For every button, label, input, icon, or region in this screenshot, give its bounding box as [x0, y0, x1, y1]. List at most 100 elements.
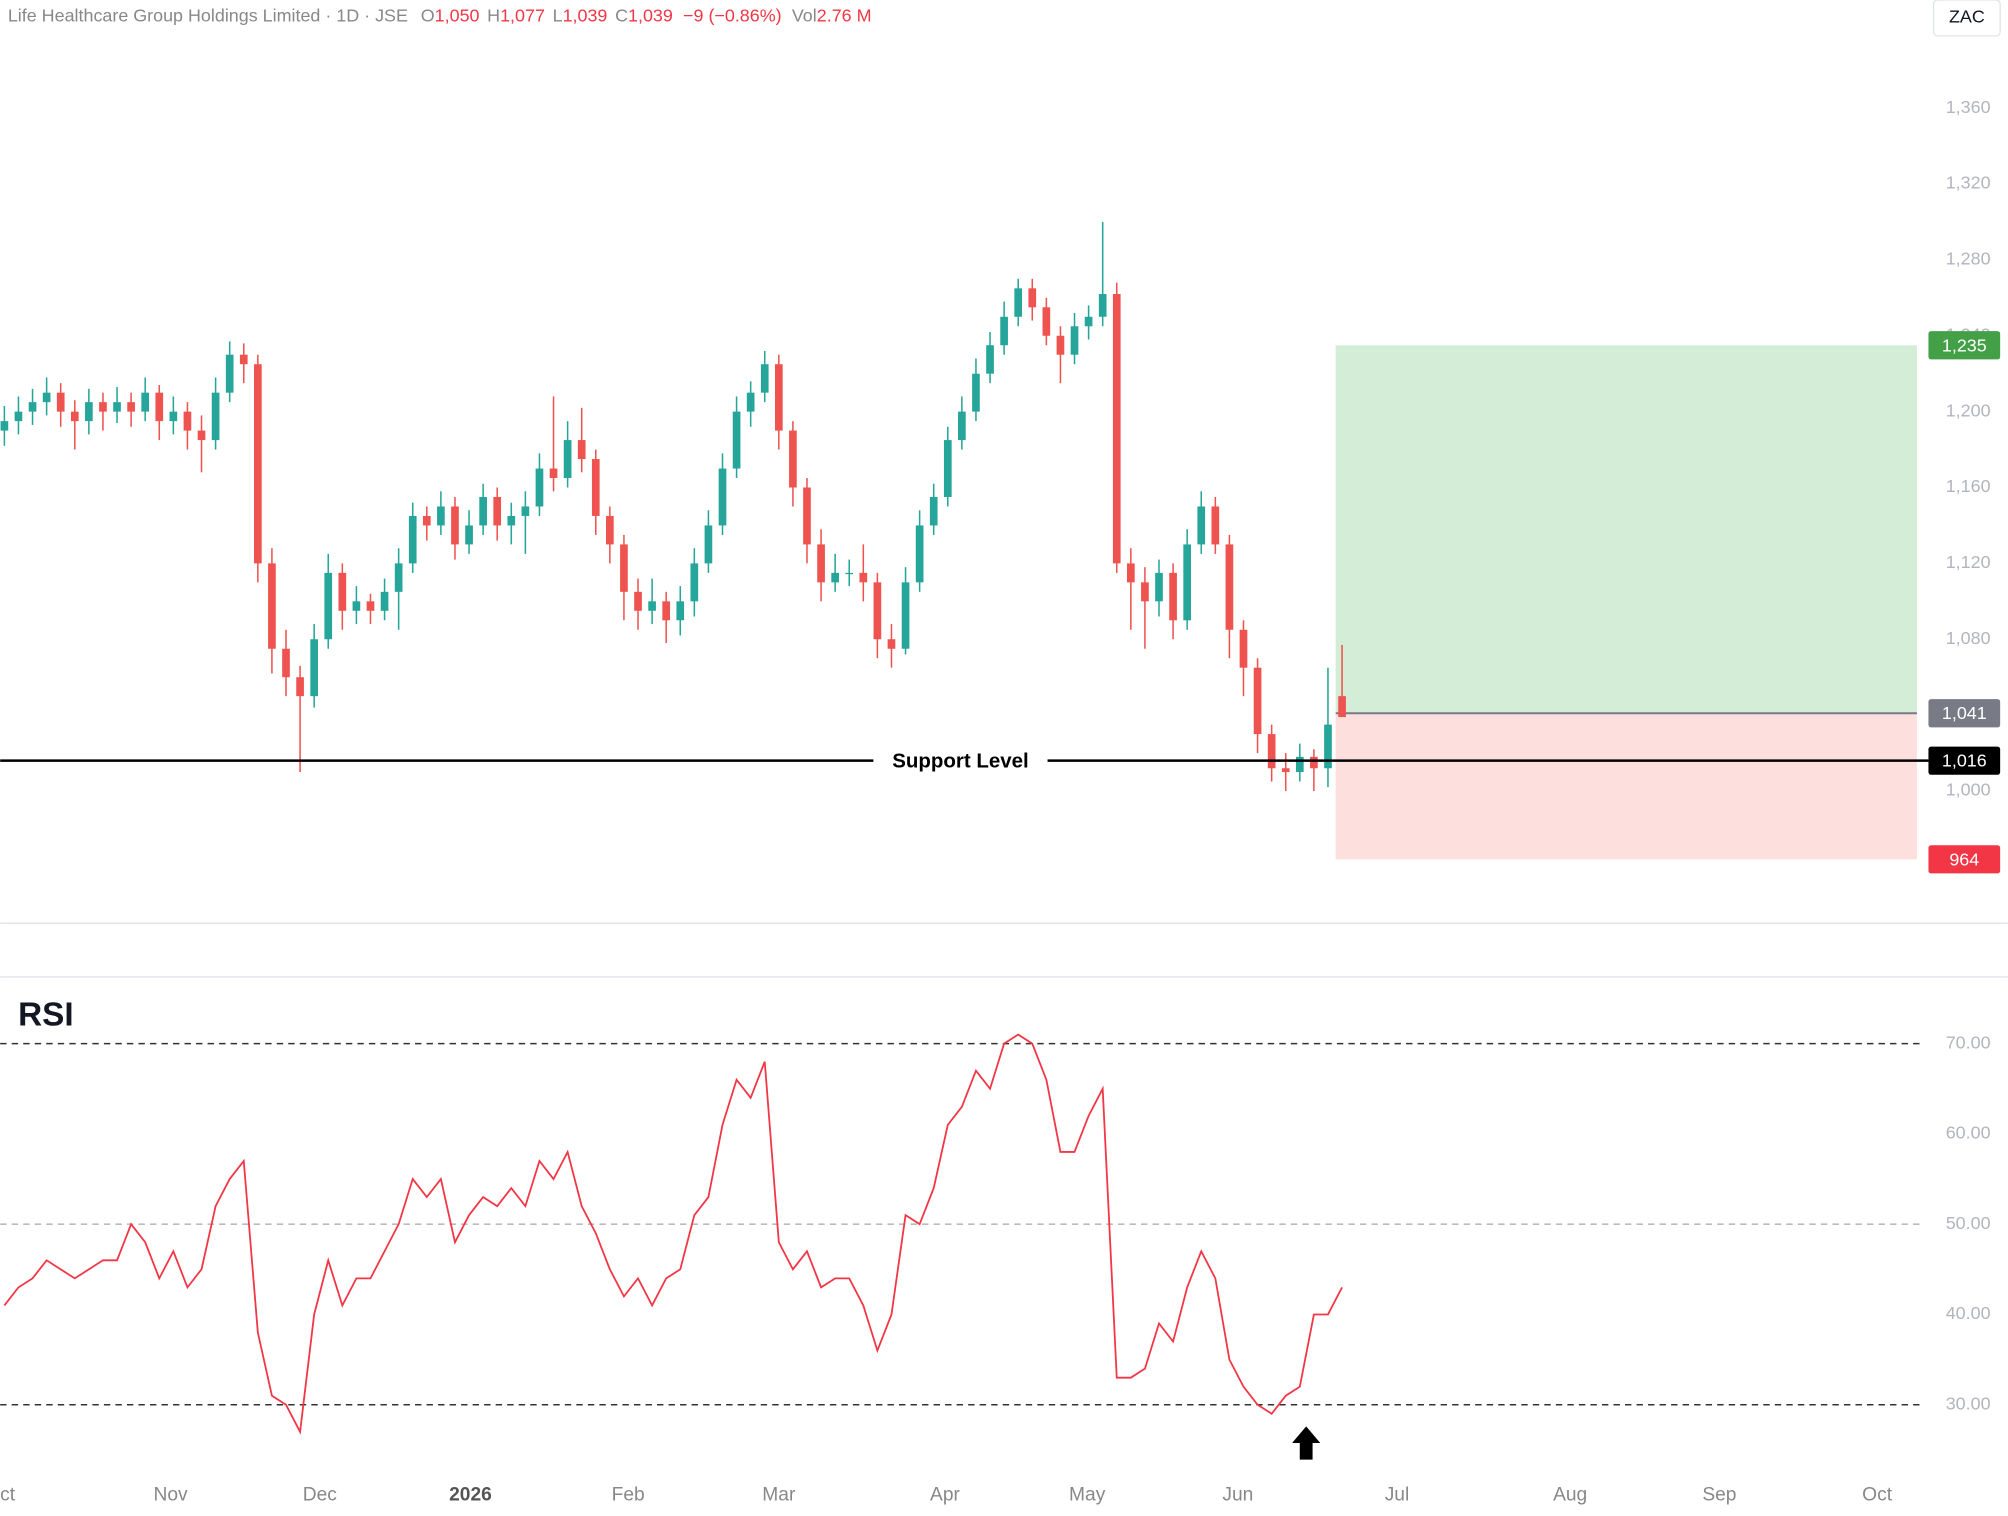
candle-body — [873, 582, 882, 640]
candle-body — [1295, 756, 1304, 773]
candle-body — [99, 402, 107, 412]
candle-body — [183, 411, 192, 431]
y-tick-label: 30.00 — [1946, 1393, 1991, 1413]
ohlc-key: L — [553, 5, 563, 25]
candle-body — [1281, 768, 1290, 773]
candle-body — [958, 411, 966, 441]
price-tag — [1928, 845, 2001, 874]
candle-body — [465, 525, 473, 545]
ohlc-value: 1,039 — [628, 5, 673, 25]
candle-body — [606, 515, 614, 545]
candle-body — [56, 392, 65, 412]
candle-body — [1042, 307, 1051, 336]
x-tick-label: Jul — [1385, 1485, 1410, 1506]
candle-body — [394, 563, 403, 592]
candle-body — [760, 364, 769, 393]
candle-body — [620, 544, 628, 592]
candle-body — [1267, 734, 1276, 769]
candle-body — [1127, 563, 1135, 583]
candle-body — [972, 373, 980, 412]
stop-zone — [1335, 713, 1917, 860]
candle-body — [1028, 288, 1037, 308]
candle-body — [211, 392, 220, 441]
candle-body — [1211, 506, 1220, 545]
x-tick-label: Sep — [1702, 1485, 1736, 1506]
price-tag-label: 1,235 — [1942, 335, 1987, 355]
candle-body — [1070, 326, 1079, 355]
candle-body — [0, 421, 9, 431]
candle-body — [1000, 316, 1008, 346]
price-pane: 1,0001,0401,0801,1201,1601,2001,2401,280… — [0, 97, 2001, 874]
ohlc-value: 1,077 — [500, 5, 545, 25]
candle-body — [408, 515, 417, 564]
x-tick-label: Oct — [0, 1485, 16, 1506]
candle-body — [662, 601, 671, 621]
ohlc-value: 1,039 — [563, 5, 608, 25]
candle-body — [577, 440, 586, 460]
candle-body — [253, 364, 262, 564]
x-tick-label: Mar — [762, 1485, 796, 1506]
candle-body — [310, 639, 319, 697]
candle-body — [704, 525, 713, 564]
support-label-bg — [873, 745, 1048, 777]
candle-body — [1014, 288, 1023, 317]
candle-body — [42, 392, 51, 403]
candle-body — [634, 591, 642, 611]
price-tag-label: 1,016 — [1942, 751, 1987, 771]
candle-body — [535, 468, 544, 507]
candle-body — [845, 572, 854, 575]
candle-body — [591, 459, 600, 516]
y-tick-label: 1,000 — [1946, 780, 1991, 800]
price-tag — [1928, 331, 2001, 360]
y-tick-label: 1,160 — [1946, 476, 1991, 496]
x-tick-label: Nov — [153, 1485, 188, 1506]
candle-body — [789, 430, 797, 488]
candle-body — [268, 563, 276, 649]
currency: ZAC — [1949, 7, 1985, 27]
candle-body — [493, 496, 502, 526]
x-tick-label: Feb — [612, 1485, 645, 1506]
candle-body — [1225, 544, 1234, 630]
y-tick-label: 70.00 — [1946, 1032, 1991, 1052]
candle-body — [1169, 572, 1177, 621]
candle-body — [718, 468, 727, 526]
candle-body — [1310, 756, 1318, 769]
ohlc-value: 1,050 — [435, 5, 480, 25]
candle-body — [1239, 629, 1248, 668]
price-tag-label: 1,041 — [1942, 703, 1987, 723]
candle-body — [915, 525, 924, 583]
candle-body — [70, 411, 79, 422]
candle-body — [1183, 544, 1192, 621]
candle-body — [197, 430, 206, 441]
candle-body — [803, 487, 811, 545]
y-tick-label: 50.00 — [1946, 1213, 1991, 1233]
symbol: Life Healthcare Group Holdings Limited ·… — [8, 5, 408, 25]
rsi-pane: RSI 30.00 40.00 50.00 60.00 70.00 Oct Nov Dec 202… — [0, 996, 1991, 1509]
y-tick-label: 1,200 — [1946, 400, 1991, 420]
candle-body — [225, 354, 234, 393]
candle-body — [155, 392, 164, 422]
candle-body — [901, 582, 910, 649]
candle-body — [690, 563, 699, 602]
x-tick-label: Jun — [1222, 1485, 1253, 1506]
candle-body — [1056, 335, 1065, 355]
candle-body — [746, 392, 755, 412]
candle-body — [422, 515, 431, 526]
candle-body — [169, 411, 178, 422]
candle-body — [817, 544, 825, 583]
y-tick-label: 40.00 — [1946, 1303, 1991, 1323]
candle-body — [676, 601, 685, 621]
candle-body — [380, 591, 389, 611]
candle-body — [563, 440, 572, 479]
vol-key: Vol — [792, 5, 817, 25]
candle-body — [774, 364, 783, 431]
candle-body — [451, 506, 459, 545]
candle-body — [479, 496, 487, 526]
candle-body — [1112, 294, 1121, 564]
rsi-title: RSI — [18, 996, 73, 1033]
arrow-annotation — [1292, 1426, 1321, 1460]
x-tick-label: Aug — [1553, 1485, 1587, 1506]
candle-body — [929, 496, 938, 526]
candle-body — [986, 345, 994, 374]
ohlc-key: H — [487, 5, 500, 25]
